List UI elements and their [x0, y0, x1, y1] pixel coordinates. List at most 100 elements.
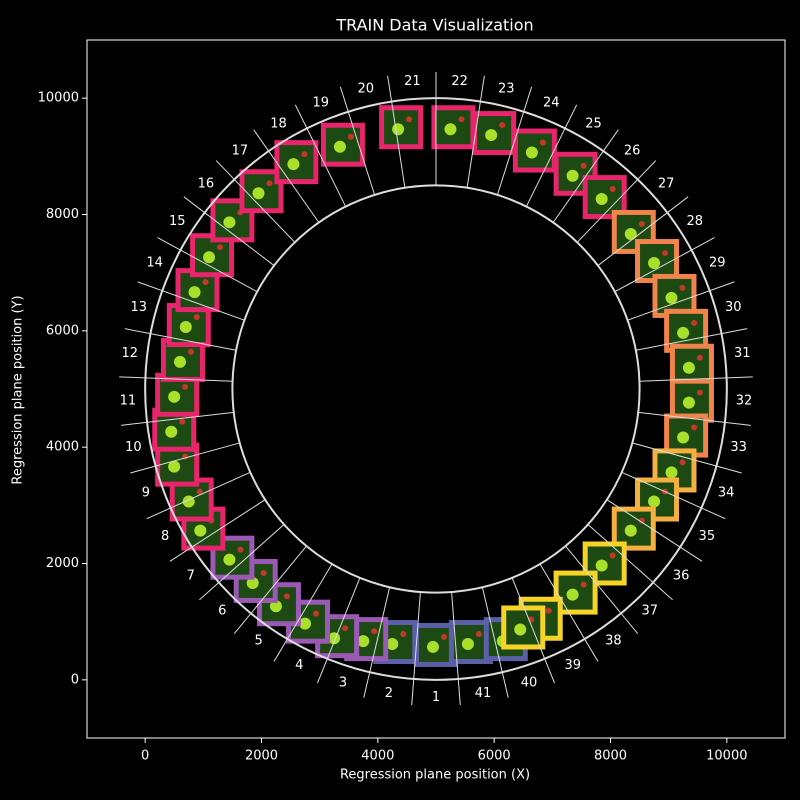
sector-divider	[632, 442, 742, 474]
point-spot	[624, 227, 637, 240]
point-spot	[283, 593, 290, 600]
sector-label: 10	[125, 440, 142, 455]
point-spot	[193, 314, 200, 321]
sector-label: 6	[218, 604, 226, 619]
sector-label: 20	[357, 81, 374, 96]
sector-label: 15	[169, 214, 186, 229]
sector-label: 41	[475, 686, 492, 701]
x-tick-label: 2000	[245, 749, 278, 764]
sector-label: 17	[232, 144, 249, 159]
sector-label: 33	[730, 440, 747, 455]
sector-label: 35	[699, 529, 716, 544]
point-spot	[357, 635, 370, 648]
point-spot	[648, 495, 661, 508]
sector-divider	[273, 563, 333, 662]
sector-divider	[597, 196, 689, 266]
point-spot	[252, 187, 265, 200]
sector-label: 12	[121, 346, 138, 361]
y-axis-label: Regression plane position (Y)	[11, 295, 26, 484]
point-spot	[203, 251, 216, 264]
sector-divider	[638, 411, 751, 426]
point-spot	[638, 517, 645, 524]
sector-divider	[119, 376, 233, 382]
point-spot	[223, 216, 236, 229]
point-spot	[223, 553, 236, 566]
sector-label: 11	[120, 393, 137, 408]
x-axis-label: Regression plane position (X)	[340, 768, 530, 783]
point-spot	[441, 633, 447, 640]
sector-label: 26	[624, 144, 641, 159]
sector-label: 2	[385, 686, 393, 701]
point-spot	[165, 425, 178, 438]
image-point	[320, 122, 365, 167]
point-spot	[662, 250, 669, 257]
point-spot	[202, 279, 209, 286]
image-point	[664, 413, 709, 458]
point-spot	[665, 466, 678, 479]
point-spot	[677, 431, 690, 444]
point-spot	[475, 631, 482, 638]
point-spot	[194, 524, 207, 537]
point-spot	[444, 123, 457, 136]
y-tick-label: 8000	[46, 207, 79, 222]
point-spot	[400, 631, 407, 638]
sector-divider	[576, 160, 657, 243]
image-point	[553, 151, 598, 196]
sector-label: 7	[187, 568, 195, 583]
y-tick-label: 2000	[46, 556, 79, 571]
point-spot	[682, 396, 695, 409]
sector-label: 18	[270, 117, 287, 132]
point-spot	[237, 546, 244, 553]
sector-divider	[124, 328, 237, 351]
sector-divider	[137, 281, 245, 321]
point-spot	[301, 151, 308, 158]
y-tick-label: 4000	[46, 440, 79, 455]
point-spot	[182, 383, 189, 390]
point-spot	[313, 610, 320, 617]
point-spot	[485, 129, 498, 142]
sector-divider	[639, 376, 753, 382]
point-spot	[299, 617, 312, 630]
point-spot	[371, 628, 378, 635]
sector-divider	[294, 104, 347, 207]
sector-divider	[627, 281, 735, 321]
sector-label: 14	[146, 255, 163, 270]
point-spot	[269, 600, 282, 613]
x-tick-label: 4000	[361, 749, 394, 764]
point-spot	[386, 638, 399, 651]
point-spot	[696, 354, 703, 361]
sector-label: 16	[198, 176, 215, 191]
point-spot	[609, 552, 616, 559]
sector-label: 39	[565, 658, 582, 673]
point-spot	[638, 220, 645, 227]
image-point	[379, 105, 424, 150]
point-spot	[260, 569, 267, 576]
point-spot	[648, 257, 661, 270]
sector-divider	[363, 587, 391, 698]
point-spot	[333, 140, 346, 153]
image-point	[472, 111, 517, 156]
point-spot	[624, 524, 637, 537]
ring	[231, 184, 641, 594]
point-spot	[514, 623, 527, 636]
image-point	[190, 233, 235, 278]
sector-divider	[587, 524, 673, 601]
sector-divider	[552, 129, 619, 223]
sector-divider	[481, 587, 509, 698]
point-spot	[580, 581, 587, 588]
point-spot	[173, 355, 186, 368]
point-spot	[677, 326, 690, 339]
point-spot	[179, 321, 192, 334]
sector-divider	[466, 75, 485, 188]
point-spot	[691, 319, 698, 326]
sector-label: 13	[130, 300, 147, 315]
x-tick-label: 6000	[478, 749, 511, 764]
sector-label: 24	[543, 96, 560, 111]
sector-divider	[146, 471, 251, 520]
sector-divider	[317, 577, 361, 684]
point-spot	[696, 389, 703, 396]
x-tick-label: 10000	[706, 749, 747, 764]
y-tick-label: 6000	[46, 323, 79, 338]
sector-divider	[157, 237, 258, 293]
point-spot	[665, 291, 678, 304]
